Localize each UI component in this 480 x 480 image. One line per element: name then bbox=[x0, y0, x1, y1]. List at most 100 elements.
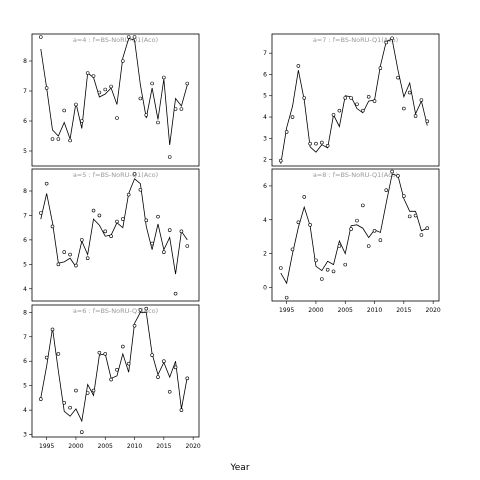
obs-point bbox=[109, 84, 113, 89]
obs-point bbox=[50, 327, 55, 332]
panel-4: a=8 : f=BS-NoRU-Q1(Aco) 0 2 4 6 1995 2000 2005 2… bbox=[263, 168, 441, 314]
obs-point bbox=[361, 203, 365, 208]
obs-point bbox=[320, 140, 324, 145]
obs-point bbox=[296, 220, 301, 225]
x-axis-label: Year bbox=[229, 463, 249, 473]
obs-point bbox=[331, 269, 336, 274]
obs-point bbox=[97, 90, 102, 95]
fit-line bbox=[280, 173, 428, 285]
obs-point bbox=[167, 228, 172, 232]
obs-point bbox=[62, 108, 67, 113]
obs-point bbox=[278, 158, 283, 163]
obs-point bbox=[413, 114, 418, 118]
x-tick-label: 2005 bbox=[338, 307, 353, 314]
obs-point bbox=[144, 218, 149, 223]
obs-point bbox=[179, 107, 184, 111]
obs-point bbox=[167, 155, 172, 159]
x-tick-label: 2020 bbox=[425, 307, 440, 314]
y-tick-label: 6 bbox=[263, 183, 267, 190]
obs-point bbox=[296, 64, 301, 68]
obs-point bbox=[413, 213, 418, 218]
obs-point bbox=[308, 141, 312, 146]
obs-point bbox=[378, 66, 383, 70]
obs-point bbox=[132, 172, 137, 176]
obs-point bbox=[402, 106, 406, 111]
obs-point bbox=[173, 107, 178, 111]
x-tick-label: 2000 bbox=[68, 443, 83, 450]
x-tick-label: 2010 bbox=[127, 443, 142, 450]
panel-title: a=8 : f=BS-NoRU-Q1(Aco) bbox=[313, 171, 398, 179]
obs-point bbox=[284, 295, 289, 300]
y-tick-label: 7 bbox=[23, 88, 27, 95]
obs-point bbox=[314, 141, 318, 146]
obs-point bbox=[80, 430, 84, 434]
obs-point bbox=[156, 120, 160, 125]
obs-point bbox=[355, 218, 359, 223]
obs-point bbox=[366, 95, 371, 99]
obs-point bbox=[138, 308, 143, 312]
fit-line bbox=[40, 311, 188, 423]
obs-point bbox=[68, 138, 72, 143]
y-tick-label: 3 bbox=[263, 135, 267, 142]
obs-point bbox=[162, 250, 166, 254]
obs-point bbox=[179, 229, 184, 234]
obs-point bbox=[378, 238, 383, 242]
obs-point bbox=[343, 96, 348, 100]
y-tick-label: 6 bbox=[263, 71, 267, 78]
y-tick-label: 2 bbox=[263, 251, 267, 258]
obs-point bbox=[337, 244, 342, 248]
obs-point bbox=[126, 35, 131, 39]
y-tick-label: 8 bbox=[23, 58, 27, 65]
obs-point bbox=[85, 391, 90, 395]
obs-point bbox=[185, 376, 190, 381]
obs-point bbox=[162, 75, 166, 80]
obs-point bbox=[173, 291, 178, 296]
obs-point bbox=[132, 323, 137, 328]
obs-point bbox=[308, 223, 312, 227]
obs-point bbox=[74, 263, 78, 268]
y-tick-label: 7 bbox=[23, 334, 27, 341]
y-tick-label: 5 bbox=[23, 383, 27, 390]
obs-point bbox=[302, 195, 307, 199]
fit-line bbox=[40, 38, 188, 146]
obs-point bbox=[331, 113, 336, 117]
obs-point bbox=[343, 262, 348, 267]
y-tick-label: 5 bbox=[263, 93, 267, 100]
x-tick-label: 2005 bbox=[98, 443, 113, 450]
obs-point bbox=[325, 143, 330, 148]
obs-point bbox=[337, 108, 342, 113]
obs-point bbox=[185, 81, 190, 86]
obs-point bbox=[38, 397, 43, 401]
y-tick-label: 2 bbox=[263, 157, 267, 164]
obs-point bbox=[349, 227, 353, 231]
x-tick-label: 2015 bbox=[156, 443, 171, 450]
obs-point bbox=[425, 119, 430, 124]
obs-point bbox=[419, 233, 424, 237]
x-tick-label: 2015 bbox=[396, 307, 411, 314]
panel-title: a=7 : f=BS-NoRU-Q1(Aco) bbox=[313, 36, 398, 44]
y-tick-label: 8 bbox=[23, 309, 27, 316]
obs-point bbox=[103, 229, 108, 234]
obs-point bbox=[407, 214, 412, 219]
y-tick-label: 4 bbox=[23, 407, 27, 414]
y-tick-label: 7 bbox=[23, 212, 27, 219]
panel-title: a=6 : f=BS-NoRU-Q1(Aco) bbox=[73, 307, 158, 315]
panel-title: a=4 : f=BS-NoRU-Q1(Aco) bbox=[73, 36, 158, 44]
obs-point bbox=[80, 119, 84, 123]
obs-point bbox=[68, 405, 72, 410]
y-tick-label: 6 bbox=[23, 118, 27, 125]
obs-point bbox=[68, 252, 72, 257]
obs-point bbox=[284, 130, 289, 134]
obs-point bbox=[162, 359, 166, 364]
obs-point bbox=[173, 365, 178, 370]
obs-point bbox=[349, 96, 353, 100]
obs-point bbox=[407, 90, 412, 95]
obs-point bbox=[179, 408, 184, 412]
obs-point bbox=[185, 244, 190, 248]
obs-point bbox=[74, 102, 78, 107]
obs-point bbox=[150, 81, 154, 86]
obs-point bbox=[44, 355, 49, 360]
obs-point bbox=[366, 244, 371, 248]
obs-point bbox=[44, 181, 49, 186]
obs-point bbox=[396, 75, 400, 80]
